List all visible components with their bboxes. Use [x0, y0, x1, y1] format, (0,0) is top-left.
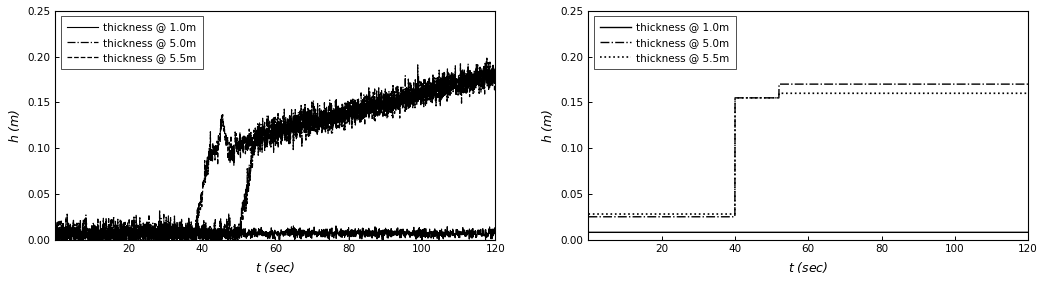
- X-axis label: $t$ (sec): $t$ (sec): [788, 260, 829, 275]
- Y-axis label: $h$ (m): $h$ (m): [7, 108, 22, 143]
- X-axis label: $t$ (sec): $t$ (sec): [255, 260, 296, 275]
- Legend: thickness @ 1.0m, thickness @ 5.0m, thickness @ 5.5m: thickness @ 1.0m, thickness @ 5.0m, thic…: [61, 16, 203, 69]
- Legend: thickness @ 1.0m, thickness @ 5.0m, thickness @ 5.5m: thickness @ 1.0m, thickness @ 5.0m, thic…: [594, 16, 736, 69]
- Y-axis label: $h$ (m): $h$ (m): [540, 108, 555, 143]
